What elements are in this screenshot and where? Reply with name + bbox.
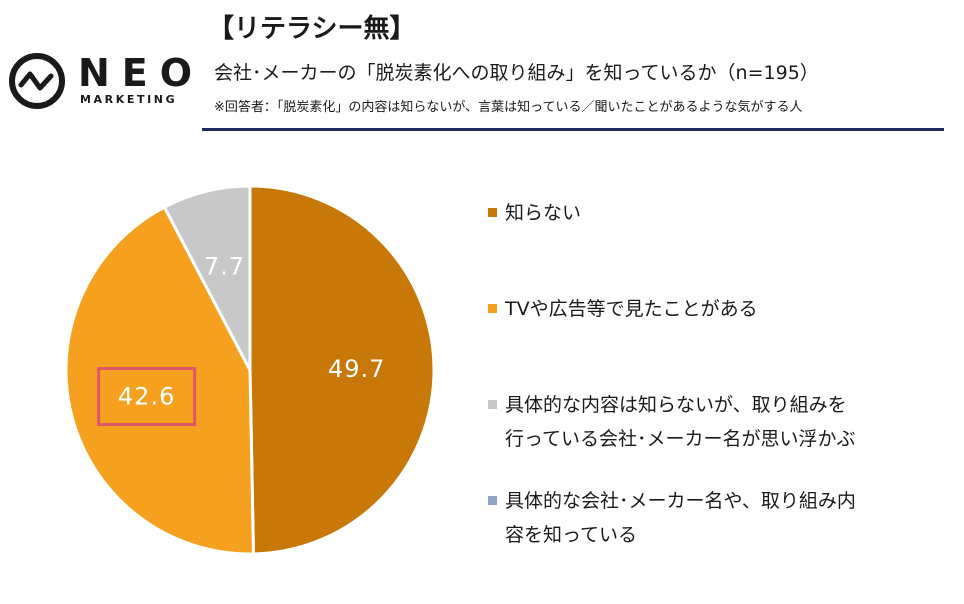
chart-question: 会社･メーカーの「脱炭素化への取り組み」を知っているか（n=195） bbox=[214, 62, 819, 84]
legend-label: 具体的な会社･メーカー名や、取り組み内 容を知っている bbox=[505, 490, 856, 546]
legend-swatch bbox=[488, 400, 497, 409]
legend-label: TVや広告等で見たことがある bbox=[505, 298, 758, 320]
respondent-note: ※回答者：「脱炭素化」の内容は知らないが、言葉は知っている／聞いたことがあるよう… bbox=[214, 100, 803, 115]
legend-item-2: 具体的な内容は知らないが、取り組みを 行っている会社･メーカー名が思い浮かぶ bbox=[488, 392, 925, 456]
logo-wordmark: NEO bbox=[78, 51, 205, 95]
pie-chart: 49.7 42.6 7.7 bbox=[64, 184, 436, 556]
legend-item-3: 具体的な会社･メーカー名や、取り組み内 容を知っている bbox=[488, 488, 925, 552]
pie-slice-1 bbox=[64, 205, 255, 556]
pie-slice-0 bbox=[248, 184, 436, 556]
pie-data-label-2: 7.7 bbox=[204, 252, 245, 280]
page-title: 【リテラシー無】 bbox=[208, 14, 416, 44]
pie-slice-2 bbox=[162, 184, 252, 371]
legend-swatch bbox=[488, 496, 497, 505]
pie-data-label-0: 49.7 bbox=[328, 355, 385, 383]
legend-label: 知らない bbox=[505, 202, 582, 224]
legend-label: 具体的な内容は知らないが、取り組みを 行っている会社･メーカー名が思い浮かぶ bbox=[505, 394, 856, 450]
legend-swatch bbox=[488, 208, 497, 217]
logo-mark-icon bbox=[9, 53, 65, 109]
legend-swatch bbox=[488, 304, 497, 313]
pie-data-label-1: 42.6 bbox=[118, 383, 175, 411]
logo-subtext: MARKETING bbox=[80, 93, 178, 106]
legend-item-1: TVや広告等で見たことがある bbox=[488, 296, 925, 326]
highlight-box bbox=[97, 367, 197, 427]
neo-marketing-logo: NEO MARKETING bbox=[8, 52, 192, 112]
header-divider bbox=[202, 128, 944, 131]
legend-item-0: 知らない bbox=[488, 200, 925, 230]
